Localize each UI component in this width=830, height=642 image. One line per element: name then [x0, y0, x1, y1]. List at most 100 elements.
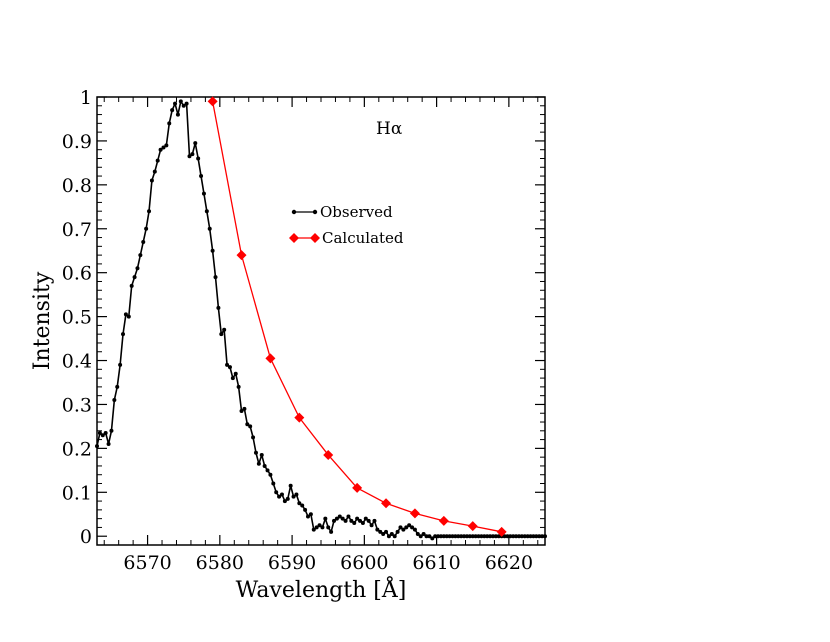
observed-point [239, 409, 244, 414]
observed-point [430, 536, 435, 541]
observed-point [450, 534, 455, 539]
observed-point [291, 494, 296, 499]
observed-point [358, 518, 363, 523]
observed-point [329, 529, 334, 534]
observed-point [103, 431, 108, 435]
observed-point [352, 521, 357, 526]
legend-observed-marker [291, 209, 297, 215]
observed-point [251, 435, 256, 440]
observed-point [123, 312, 128, 317]
observed-point [282, 499, 287, 504]
observed-point [415, 532, 420, 537]
legend-observed-marker [312, 209, 318, 215]
observed-point [392, 534, 397, 539]
observed-point [490, 534, 495, 539]
y-tick-label: 0 [80, 526, 92, 548]
observed-point [112, 398, 117, 403]
observed-point [516, 534, 521, 539]
observed-point [421, 532, 426, 537]
observed-point [173, 101, 178, 106]
observed-point [216, 305, 221, 310]
observed-point [470, 534, 475, 539]
legend-observed-label: Observed [320, 203, 393, 221]
series-layer [95, 96, 547, 541]
observed-point [534, 534, 539, 539]
observed-point [473, 534, 478, 539]
observed-point [540, 534, 545, 539]
y-tick-label: 0.3 [62, 394, 92, 416]
observed-point [178, 99, 183, 104]
observed-point [132, 275, 137, 280]
calculated-point [467, 521, 478, 532]
observed-point [340, 516, 345, 521]
observed-point [204, 209, 209, 214]
observed-point [193, 141, 198, 146]
y-tick-labels: 0 0.1 0.2 0.3 0.4 0.5 0.6 0.7 0.8 0.9 1 [62, 87, 92, 548]
observed-point [109, 428, 114, 433]
observed-point [427, 534, 432, 539]
observed-point [386, 534, 391, 539]
observed-point [121, 332, 126, 337]
y-tick-label: 0.6 [62, 263, 92, 285]
observed-point [236, 384, 241, 389]
observed-point [519, 534, 524, 539]
observed-point [384, 529, 389, 534]
observed-point [167, 121, 172, 126]
observed-point [129, 283, 134, 288]
series-observed [95, 99, 547, 541]
observed-point [187, 154, 192, 159]
series-line-calculated [211, 101, 502, 533]
observed-point [355, 516, 360, 521]
calculated-point [438, 515, 449, 526]
observed-point [256, 461, 261, 466]
y-tick-label: 0.9 [62, 131, 92, 153]
observed-point [227, 365, 232, 370]
x-tick-label: 6590 [268, 552, 316, 574]
x-tick-label: 6620 [485, 552, 533, 574]
observed-point [297, 501, 302, 506]
observed-point [158, 147, 163, 152]
observed-point [381, 532, 386, 537]
observed-point [115, 384, 120, 389]
observed-point [170, 108, 175, 113]
observed-point [441, 534, 446, 539]
observed-point [207, 226, 212, 231]
observed-point [248, 424, 253, 429]
observed-point [418, 534, 423, 539]
y-tick-label: 0.7 [62, 219, 92, 241]
calculated-point [294, 412, 305, 423]
observed-point [97, 431, 102, 435]
legend: Observed Calculated [289, 203, 404, 247]
observed-point [433, 534, 438, 539]
observed-point [332, 518, 337, 523]
observed-point [184, 101, 189, 106]
observed-point [467, 534, 472, 539]
observed-point [274, 490, 279, 495]
observed-point [464, 534, 469, 539]
observed-point [476, 534, 481, 539]
observed-point [152, 169, 157, 174]
observed-point [106, 441, 111, 446]
x-tick-label: 6580 [196, 552, 244, 574]
calculated-point [323, 449, 334, 460]
observed-point [164, 143, 169, 148]
observed-point [398, 525, 403, 530]
x-tick-label: 6570 [123, 552, 171, 574]
observed-point [149, 178, 154, 183]
x-axis-title: Wavelength [Å] [236, 575, 407, 603]
y-tick-label: 0.8 [62, 175, 92, 197]
observed-point [190, 152, 195, 157]
series-calculated [207, 96, 507, 537]
observed-point [375, 527, 380, 532]
observed-point [144, 226, 149, 231]
observed-point [401, 527, 406, 532]
observed-point [372, 518, 377, 523]
observed-point [161, 145, 166, 150]
observed-point [424, 534, 429, 539]
observed-point [311, 527, 316, 532]
x-tick-label: 6600 [340, 552, 388, 574]
observed-point [285, 496, 290, 501]
observed-point [303, 507, 308, 512]
observed-point [447, 534, 452, 539]
